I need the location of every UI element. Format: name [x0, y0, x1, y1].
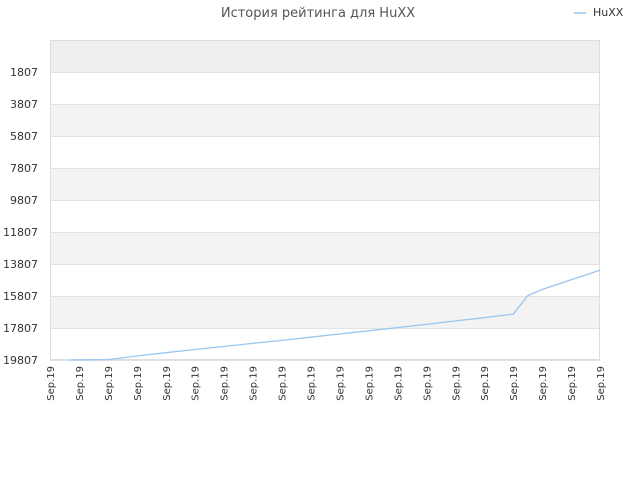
- x-tick-label: Sep.19: [596, 366, 607, 401]
- x-tick-label: Sep.19: [75, 366, 86, 401]
- grid-lines: [50, 72, 600, 361]
- x-tick-label: Sep.19: [422, 366, 433, 401]
- legend-label-huxx: HuXX: [593, 6, 624, 19]
- x-tick-label: Sep.19: [451, 366, 462, 401]
- x-tick-label: Sep.19: [393, 366, 404, 401]
- y-tick-label: 13807: [3, 258, 38, 271]
- y-tick-label: 11807: [3, 226, 38, 239]
- chart-title: История рейтинга для HuXX: [221, 6, 415, 21]
- series-line-huxx: [70, 269, 601, 361]
- x-tick-label: Sep.19: [567, 366, 578, 401]
- y-tick-label: 1807: [10, 66, 38, 79]
- x-axis-ticks: Sep.19 Sep.19 Sep.19 Sep.19 Sep.19 Sep.19 Sep.…: [46, 366, 607, 401]
- x-tick-label: Sep.19: [104, 366, 115, 401]
- y-tick-label: 15807: [3, 290, 38, 303]
- x-tick-label: Sep.19: [46, 366, 57, 401]
- x-tick-label: Sep.19: [249, 366, 260, 401]
- y-tick-label: 3807: [10, 98, 38, 111]
- plot-band: [50, 168, 600, 201]
- x-tick-label: Sep.19: [133, 366, 144, 401]
- plot-band: [50, 232, 600, 265]
- x-tick-label: Sep.19: [191, 366, 202, 401]
- plot-frame: [50, 40, 600, 360]
- x-tick-label: Sep.19: [509, 366, 520, 401]
- legend: HuXX: [574, 6, 624, 19]
- x-tick-label: Sep.19: [364, 366, 375, 401]
- series-group: [70, 269, 601, 361]
- plot-band: [50, 296, 600, 329]
- x-tick-label: Sep.19: [307, 366, 318, 401]
- plot-band: [50, 104, 600, 137]
- y-tick-label: 7807: [10, 162, 38, 175]
- y-axis-ticks: 1807 3807 5807 7807 9807 11807 13807 15807 17807…: [3, 66, 38, 367]
- x-tick-label: Sep.19: [538, 366, 549, 401]
- plot-bands: [50, 40, 600, 329]
- y-tick-label: 17807: [3, 322, 38, 335]
- y-tick-label: 5807: [10, 130, 38, 143]
- plot-band: [50, 40, 600, 73]
- x-tick-label: Sep.19: [220, 366, 231, 401]
- x-tick-label: Sep.19: [162, 366, 173, 401]
- x-tick-label: Sep.19: [480, 366, 491, 401]
- x-tick-label: Sep.19: [335, 366, 346, 401]
- y-tick-label: 9807: [10, 194, 38, 207]
- x-tick-label: Sep.19: [278, 366, 289, 401]
- y-tick-label: 19807: [3, 354, 38, 367]
